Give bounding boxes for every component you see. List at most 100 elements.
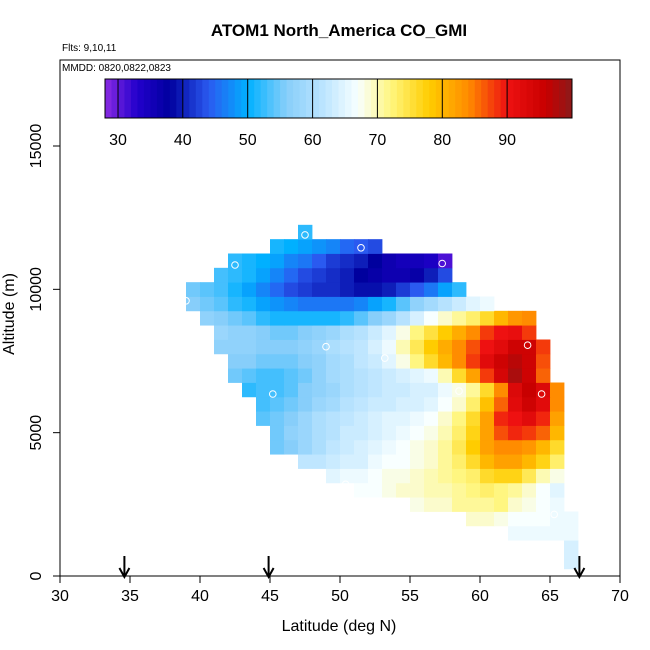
heatmap-cell	[382, 396, 397, 412]
heatmap-cell	[312, 382, 327, 398]
heatmap-cell	[270, 239, 285, 254]
colorbar-segment	[344, 79, 352, 118]
heatmap-cell	[284, 368, 299, 383]
heatmap-cell	[410, 482, 425, 498]
heatmap-cell	[396, 382, 411, 398]
heatmap-cell	[480, 382, 495, 398]
heatmap-cell	[382, 353, 397, 369]
heatmap-cell	[214, 325, 229, 340]
heatmap-cell	[312, 325, 327, 340]
colorbar-segment	[117, 79, 125, 118]
heatmap-cell	[508, 382, 523, 398]
heatmap-cell	[536, 411, 551, 426]
heatmap-cell	[382, 468, 397, 484]
heatmap-cell	[438, 368, 453, 383]
heatmap-cell	[550, 482, 565, 498]
colorbar-segment	[273, 79, 281, 118]
heatmap-cell	[368, 482, 383, 498]
heatmap-cell	[326, 253, 341, 269]
heatmap-cell	[522, 439, 537, 455]
colorbar-segment	[195, 79, 203, 118]
heatmap-cell	[256, 396, 271, 412]
x-tick-label: 55	[401, 588, 419, 605]
heatmap-cell	[438, 425, 453, 441]
heatmap-cell	[270, 310, 285, 326]
heatmap-cell	[312, 425, 327, 441]
heatmap-cell	[480, 482, 495, 498]
heatmap-cell	[424, 296, 439, 312]
heatmap-cell	[452, 411, 467, 426]
colorbar-segment	[130, 79, 138, 118]
colorbar-segment	[338, 79, 346, 118]
colorbar-tick-label: 60	[304, 132, 322, 149]
heatmap-cell	[298, 353, 313, 369]
colorbar-segment	[507, 79, 515, 118]
heatmap-cell	[508, 439, 523, 455]
colorbar-segment	[370, 79, 378, 118]
heatmap-cell	[424, 396, 439, 412]
heatmap-cell	[438, 282, 453, 297]
colorbar-border	[104, 78, 573, 119]
heatmap-cell	[298, 439, 313, 455]
heatmap-cell	[242, 267, 257, 283]
heatmap-cell	[396, 325, 411, 340]
heatmap-cell	[270, 425, 285, 441]
colorbar-segment	[156, 79, 164, 118]
heatmap-cell	[214, 296, 229, 312]
heatmap-cell	[354, 267, 369, 283]
heatmap-cell	[508, 396, 523, 412]
flight-marker-head	[118, 567, 131, 580]
heatmap-cell	[354, 325, 369, 340]
x-tick-label: 70	[611, 588, 629, 605]
heatmap-cell	[270, 368, 285, 383]
heatmap-cell	[312, 353, 327, 369]
colorbar-segment	[299, 79, 307, 118]
heatmap-cell	[284, 253, 299, 269]
heatmap-cell	[396, 468, 411, 484]
colorbar-tick-label: 30	[109, 132, 127, 149]
heatmap-cell	[550, 454, 565, 469]
heatmap-cell	[396, 267, 411, 283]
heatmap-cell	[410, 425, 425, 441]
y-tick-label: 15000	[28, 124, 45, 169]
heatmap-cell	[228, 282, 243, 297]
colorbar-segment	[260, 79, 268, 118]
heatmap-cell	[424, 253, 439, 269]
heatmap-cell	[550, 511, 565, 527]
heatmap-cell	[284, 296, 299, 312]
heatmap-cell	[438, 325, 453, 340]
heatmap-cell	[326, 296, 341, 312]
heatmap-cell	[242, 339, 257, 355]
heatmap-cell	[270, 339, 285, 355]
x-axis: 30 35 40 45 50 55 60 65 70	[51, 576, 629, 605]
heatmap-cell	[410, 253, 425, 269]
heatmap-cell	[508, 525, 523, 541]
colorbar-segment	[215, 79, 223, 118]
heatmap-cell	[354, 382, 369, 398]
heatmap-cell	[438, 468, 453, 484]
heatmap-cell	[270, 353, 285, 369]
heatmap-cell	[452, 282, 467, 297]
sample-point	[322, 342, 330, 351]
heatmap-cell	[396, 368, 411, 383]
heatmap-cell	[382, 339, 397, 355]
heatmap-cell	[536, 382, 551, 398]
heatmap-cell	[396, 411, 411, 426]
heatmap-cell	[466, 511, 481, 527]
heatmap-cell	[368, 267, 383, 283]
heatmap-cell	[424, 339, 439, 355]
heatmap-cell	[466, 425, 481, 441]
heatmap-cell	[284, 439, 299, 455]
heatmap-cell	[550, 525, 565, 541]
heatmap-cell	[480, 396, 495, 412]
heatmap-cell	[256, 282, 271, 297]
heatmap-cell	[438, 382, 453, 398]
heatmap-cell	[494, 310, 509, 326]
heatmap-cell	[354, 353, 369, 369]
colorbar-segment	[461, 79, 469, 118]
heatmap-cell	[382, 296, 397, 312]
heatmap-cell	[242, 282, 257, 297]
heatmap-cell	[522, 396, 537, 412]
colorbar-segment	[111, 79, 119, 118]
colorbar-segment	[254, 79, 262, 118]
